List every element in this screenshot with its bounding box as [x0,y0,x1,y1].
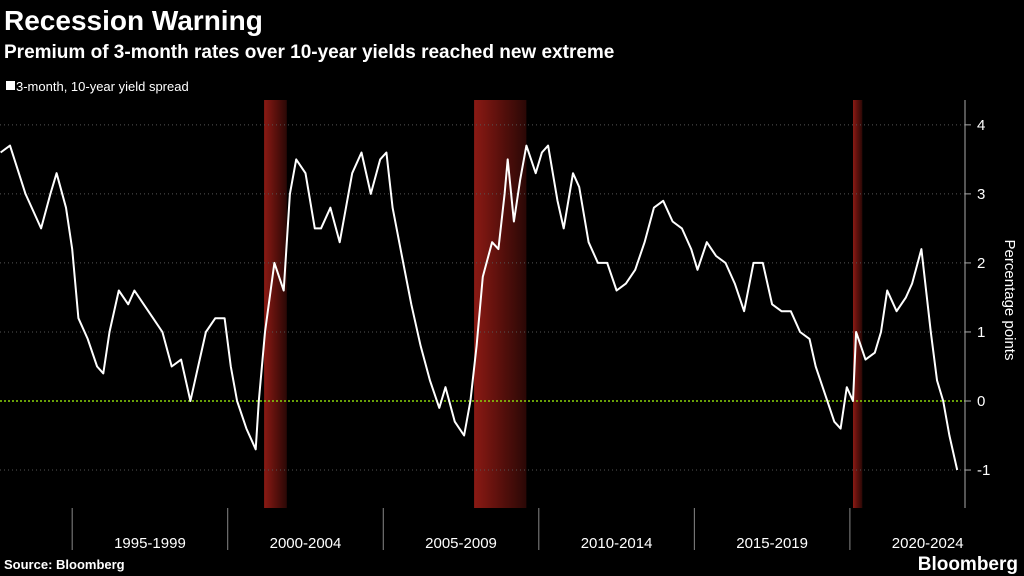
x-tick-label: 1995-1999 [114,535,186,552]
data-line [0,144,959,471]
x-tick-label: 2000-2004 [270,535,342,552]
x-tick-label: 2010-2014 [581,535,653,552]
y-tick-label: -1 [977,462,990,479]
x-tick-label: 2005-2009 [425,535,497,552]
x-tick-label: 2020-2024 [892,535,964,552]
brand: Bloomberg [918,554,1018,575]
recession-band [474,100,527,508]
recession-band [853,100,863,508]
y-axis-label: Percentage points [1001,240,1018,361]
y-tick-label: 2 [977,255,985,272]
legend-swatch [6,81,15,90]
chart-subtitle: Premium of 3-month rates over 10-year yi… [4,42,614,63]
x-tick-label: 2015-2019 [736,535,808,552]
y-tick-label: 3 [977,186,985,203]
y-tick-label: 1 [977,324,985,341]
recession-band [264,100,287,508]
source: Source: Bloomberg [4,557,125,572]
y-tick-label: 4 [977,117,985,134]
chart-title: Recession Warning [4,5,263,36]
legend-label: 3-month, 10-year yield spread [16,79,189,94]
y-tick-label: 0 [977,393,985,410]
